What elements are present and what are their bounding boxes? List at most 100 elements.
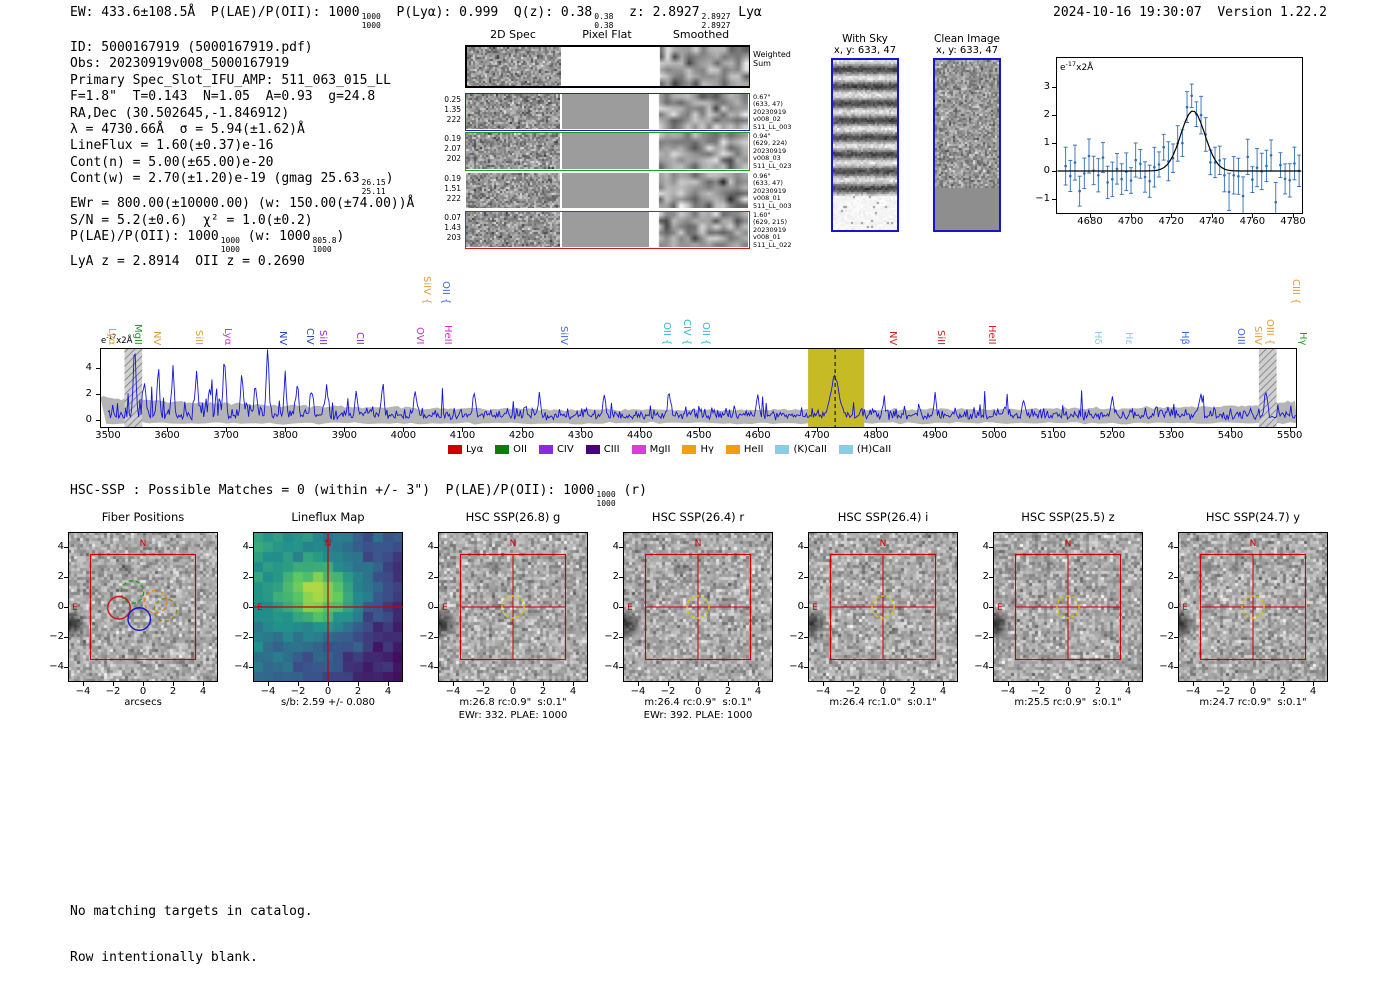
inset-y-tick: −1 — [1035, 193, 1050, 204]
inset-x-tick: 4680 — [1077, 216, 1103, 227]
info-text: (w: 1000 — [239, 229, 311, 245]
legend-item: Lyα — [448, 444, 483, 455]
info-stacked-fraction: 1000 1000 — [220, 236, 240, 254]
panel-caption: m:26.4 rc:1.0" s:0.1" — [829, 697, 937, 708]
panel-y-tick: 2 — [427, 571, 434, 582]
compass-east-label: E — [442, 603, 448, 613]
smoothed-image — [656, 173, 748, 208]
cutout-overlay: NE — [253, 532, 403, 682]
flux-units-part: -17 — [106, 334, 117, 341]
tick-mark — [698, 428, 700, 432]
cutout-overlay: NE — [68, 532, 218, 682]
tick-mark — [853, 682, 854, 686]
panel-y-tick: −2 — [974, 631, 989, 642]
panel-x-tick: −4 — [1000, 686, 1016, 697]
compass-east-label: E — [627, 603, 633, 613]
panel-y-tick: 2 — [612, 571, 619, 582]
legend-label: (H)CaII — [856, 444, 892, 455]
hsc-text: (r) — [615, 483, 647, 498]
tick-mark — [298, 682, 299, 686]
panel-caption: m:25.5 rc:0.9" s:0.1" — [1014, 697, 1122, 708]
tick-mark — [1052, 115, 1056, 116]
spec2d-image — [466, 173, 560, 208]
panel-x-tick: 4 — [199, 686, 207, 697]
legend-swatch — [838, 445, 853, 454]
panel-y-tick: 2 — [982, 571, 989, 582]
tick-mark — [453, 682, 454, 686]
legend-swatch — [725, 445, 740, 454]
panel-y-tick: 0 — [427, 601, 434, 612]
emission-line-label: CIV { — [681, 319, 693, 346]
panel-x-tick: 2 — [539, 686, 547, 697]
legend-swatch — [495, 445, 510, 454]
compass-east-label: E — [997, 603, 1003, 613]
emission-line-label: OVI — [414, 327, 426, 345]
with-sky-image — [833, 60, 897, 230]
compass-north-label: N — [880, 539, 887, 549]
tick-mark — [1008, 682, 1009, 686]
panel-x-tick: 2 — [169, 686, 177, 697]
flux-units-part: -17 — [1065, 60, 1077, 68]
tick-mark — [108, 428, 109, 432]
legend-label: CIII — [603, 444, 620, 455]
tick-mark — [1098, 682, 1099, 686]
tick-mark — [64, 637, 68, 638]
tick-mark — [943, 682, 944, 686]
panel-x-tick: −2 — [105, 686, 121, 697]
spec2d-row-annotation: 20230919 — [753, 186, 787, 195]
legend-swatch — [585, 445, 600, 454]
summary-stacked-fraction: 1000 1000 — [361, 12, 381, 30]
spec2d-row-annotation: (633, 47) — [753, 179, 783, 188]
panel-title: HSC SSP(25.5) z — [1021, 510, 1115, 524]
spec2d-row-annotation: 511_LL_003 — [753, 201, 792, 210]
spectrum-x-tick: 5000 — [981, 430, 1007, 441]
info-text: LyA z = 2.8914 OII z = 0.2690 — [70, 254, 305, 270]
tick-mark — [989, 607, 993, 608]
tick-mark — [249, 547, 253, 548]
tick-mark — [1052, 87, 1056, 88]
emission-line-label: SiII — [317, 330, 329, 346]
legend-label: CIV — [556, 444, 574, 455]
tick-mark — [1090, 214, 1091, 218]
tick-mark — [143, 682, 144, 686]
legend-item: Hγ — [682, 444, 714, 455]
panel-x-tick: −2 — [1030, 686, 1046, 697]
info-text: λ = 4730.66Å σ = 5.94(±1.62)Å — [70, 122, 305, 138]
spec2d-row-weight: 1.43 — [444, 223, 461, 232]
tick-mark — [1112, 428, 1114, 432]
panel-y-tick: 4 — [57, 541, 64, 552]
tick-mark — [804, 637, 808, 638]
sky-panel-title: With Sky — [842, 33, 888, 45]
spec2d-row-annotation: 511_LL_022 — [753, 240, 792, 249]
inset-x-tick: 4740 — [1199, 216, 1225, 227]
tick-mark — [1174, 667, 1178, 668]
panel-x-tick: −4 — [815, 686, 831, 697]
panel-y-tick: 0 — [1167, 601, 1174, 612]
tick-mark — [638, 682, 639, 686]
panel-y-tick: 2 — [1167, 571, 1174, 582]
spec2d-row-weight: 0.19 — [444, 134, 461, 143]
tick-mark — [96, 420, 100, 421]
spectrum-x-tick: 5400 — [1217, 430, 1244, 441]
spec2d-column-title: 2D Spec — [490, 28, 536, 41]
summary-text: Lyα — [730, 5, 762, 20]
tick-mark — [1174, 637, 1178, 638]
info-line-9: Cont(w) = 2.70(±1.20)e-19 (gmag 25.63 26.… — [70, 171, 414, 196]
legend-swatch — [775, 445, 790, 454]
tick-mark — [639, 428, 641, 432]
tick-mark — [876, 428, 878, 432]
info-text: P(LAE)/P(OII): 1000 — [70, 229, 219, 245]
spec2d-row-annotation: v008_03 — [753, 154, 781, 163]
emission-line-label: HeII — [986, 325, 998, 345]
info-line-1: ID: 5000167919 (5000167919.pdf) — [70, 40, 414, 56]
compass-north-label: N — [1065, 539, 1072, 549]
tick-mark — [1128, 682, 1129, 686]
tick-mark — [268, 682, 269, 686]
tick-mark — [804, 667, 808, 668]
info-line-12: P(LAE)/P(OII): 1000 1000 1000 (w: 1000 805.… — [70, 229, 414, 254]
emission-line-label: OIII { — [1263, 319, 1275, 346]
flux-units-part: x2Å — [1076, 63, 1094, 73]
panel-caption: s/b: 2.59 +/- 0.080 — [280, 697, 376, 708]
panel-title: Fiber Positions — [101, 510, 185, 524]
legend-item: HeII — [725, 444, 763, 455]
